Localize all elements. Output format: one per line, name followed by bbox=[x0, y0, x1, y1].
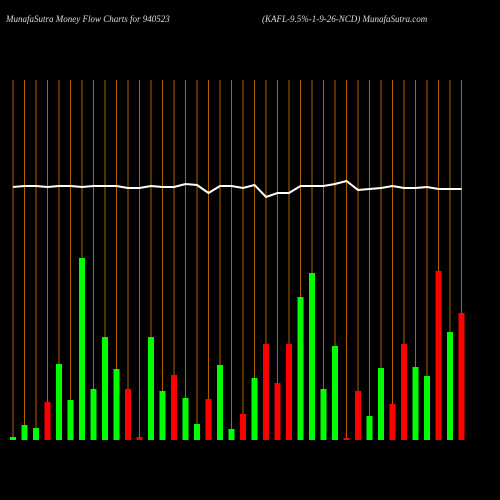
bar bbox=[435, 271, 442, 440]
bar bbox=[171, 375, 177, 440]
bar bbox=[44, 402, 51, 440]
bar bbox=[458, 313, 465, 440]
bar bbox=[251, 378, 258, 440]
bar bbox=[205, 399, 212, 440]
bar bbox=[217, 365, 223, 440]
bar bbox=[113, 369, 120, 440]
bar bbox=[366, 416, 373, 440]
bar bbox=[228, 429, 235, 440]
bar bbox=[355, 391, 361, 440]
bar bbox=[412, 367, 419, 440]
bar bbox=[401, 344, 407, 440]
bar bbox=[90, 389, 97, 440]
bar bbox=[148, 337, 154, 440]
bar bbox=[389, 404, 396, 440]
bar bbox=[10, 437, 16, 440]
bar bbox=[79, 258, 85, 440]
bar bbox=[286, 344, 292, 440]
bar bbox=[159, 391, 166, 440]
bar bbox=[263, 344, 269, 440]
chart-subtitle: (KAFL-9.5%-1-9-26-NCD) MunafaSutra.com bbox=[262, 14, 428, 24]
bar bbox=[447, 332, 453, 440]
bar bbox=[274, 383, 281, 440]
chart-title: MunafaSutra Money Flow Charts for 940523 bbox=[5, 14, 170, 24]
bar bbox=[309, 273, 315, 440]
bar bbox=[332, 346, 338, 440]
bar bbox=[194, 424, 200, 440]
bar bbox=[424, 376, 430, 440]
bar bbox=[297, 297, 304, 440]
bar bbox=[240, 414, 246, 440]
money-flow-line bbox=[12, 179, 462, 199]
bar bbox=[33, 428, 39, 440]
bar bbox=[67, 400, 74, 440]
bar bbox=[136, 437, 143, 440]
bar bbox=[56, 364, 62, 440]
bar bbox=[182, 398, 189, 440]
bar bbox=[125, 389, 131, 440]
bar bbox=[102, 337, 108, 440]
bar bbox=[378, 368, 384, 440]
bar bbox=[21, 425, 28, 440]
bar bbox=[320, 389, 327, 440]
bar bbox=[343, 438, 350, 440]
